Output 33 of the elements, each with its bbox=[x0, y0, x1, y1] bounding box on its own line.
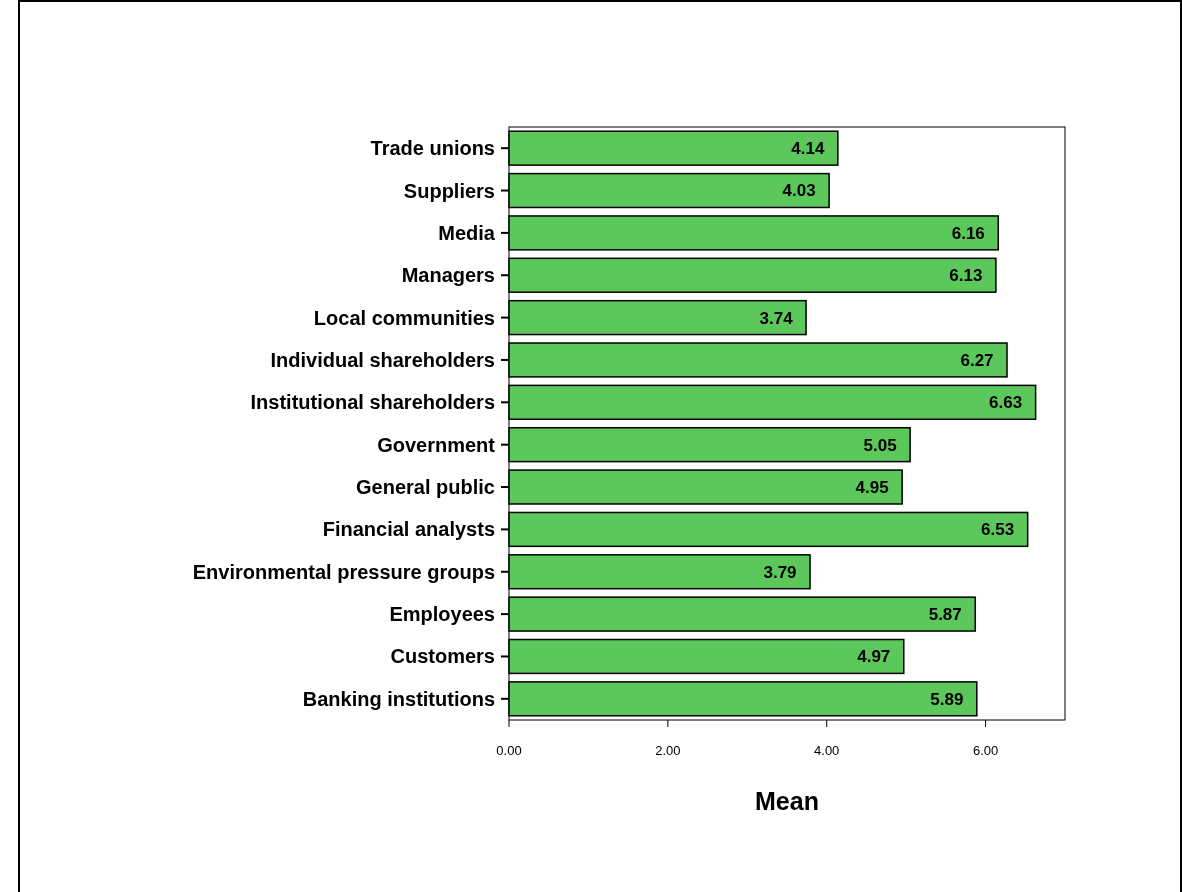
y-tick-label: Customers bbox=[390, 645, 495, 668]
y-tick-label: Trade unions bbox=[370, 137, 495, 160]
data-label: 3.74 bbox=[759, 308, 794, 328]
data-label: 5.87 bbox=[928, 605, 962, 625]
y-tick-label: Government bbox=[377, 433, 496, 456]
y-tick-label: Individual shareholders bbox=[270, 348, 495, 371]
x-tick-label: 2.00 bbox=[655, 743, 681, 758]
data-label: 6.27 bbox=[960, 350, 994, 370]
data-label: 6.16 bbox=[951, 223, 985, 243]
data-label: 3.79 bbox=[763, 562, 797, 582]
data-label: 5.89 bbox=[930, 689, 964, 709]
data-label: 6.53 bbox=[981, 520, 1015, 540]
x-tick-label: 0.00 bbox=[496, 743, 522, 758]
data-label: 5.05 bbox=[863, 435, 897, 455]
y-tick-label: General public bbox=[356, 476, 495, 499]
x-tick-label: 6.00 bbox=[972, 743, 999, 758]
data-label: 4.14 bbox=[791, 139, 825, 159]
y-tick-label: Suppliers bbox=[403, 179, 495, 202]
x-tick-label: 4.00 bbox=[814, 743, 840, 758]
y-tick-label: Employees bbox=[389, 603, 495, 626]
y-tick-label: Media bbox=[438, 221, 496, 244]
y-tick-label: Institutional shareholders bbox=[250, 391, 495, 414]
y-tick-label: Managers bbox=[401, 264, 495, 287]
data-label: 4.97 bbox=[857, 647, 891, 667]
y-tick-label: Local communities bbox=[313, 306, 495, 329]
data-label: 4.03 bbox=[782, 181, 816, 201]
data-label: 6.13 bbox=[949, 266, 983, 286]
y-tick-label: Banking institutions bbox=[302, 687, 495, 710]
y-tick-label: Environmental pressure groups bbox=[192, 560, 495, 583]
x-axis-title: Mean bbox=[755, 787, 819, 815]
data-label: 4.95 bbox=[855, 477, 889, 497]
data-label: 6.63 bbox=[989, 393, 1023, 413]
y-tick-label: Financial analysts bbox=[322, 518, 495, 541]
